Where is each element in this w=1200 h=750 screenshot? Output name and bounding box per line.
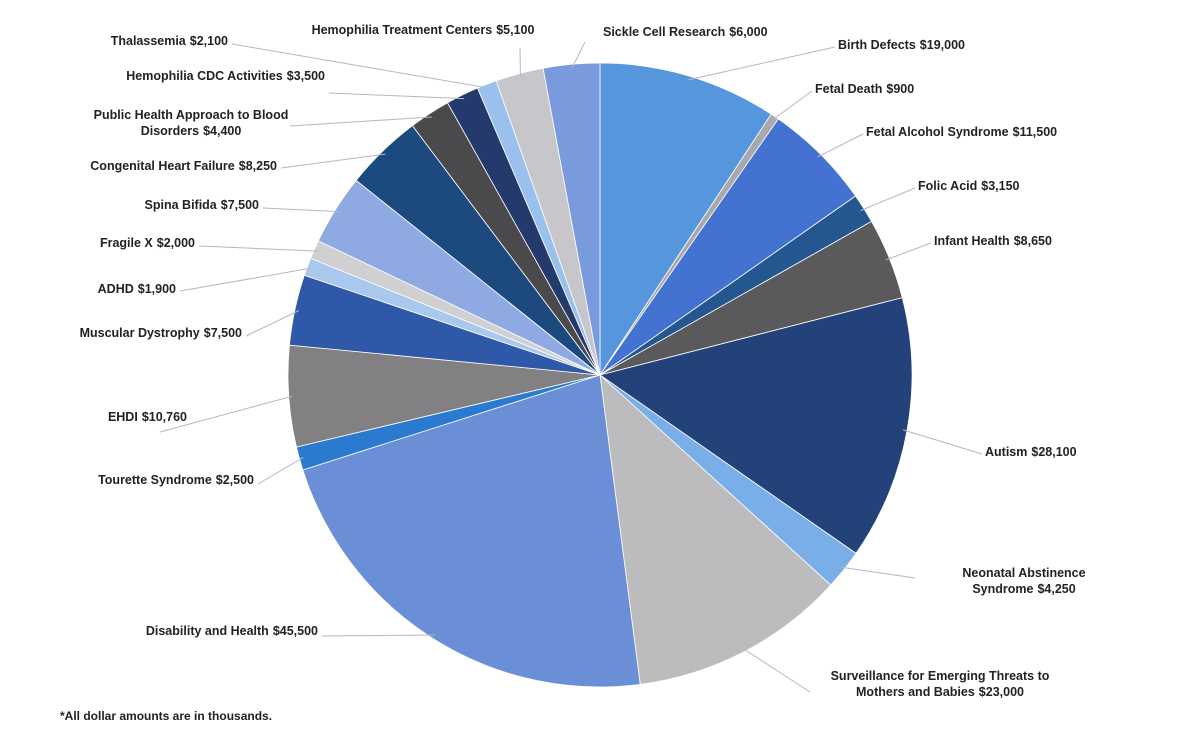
slice-label: Thalassemia $2,100 [111,33,228,49]
label-name: Surveillance for Emerging Threats to Mot… [830,669,1050,699]
slice-label: Muscular Dystrophy $7,500 [80,325,242,341]
leader-line [328,92,465,100]
leader-line [289,116,432,127]
label-name: Birth Defects [838,38,916,52]
label-name: Tourette Syndrome [98,473,212,487]
leader-line [742,647,811,693]
leader-line [159,395,293,433]
leader-line [198,245,319,252]
label-name: Fetal Death [815,82,883,96]
slice-label: Tourette Syndrome $2,500 [98,472,254,488]
label-value: $23,000 [978,685,1024,699]
label-name: Thalassemia [110,34,186,48]
leader-line [885,242,932,261]
leader-line [280,153,386,169]
label-value: $8,650 [1013,234,1052,248]
footnote: *All dollar amounts are in thousands. [60,709,273,723]
label-value: $19,000 [919,38,965,52]
label-value: $7,500 [220,198,259,212]
slice-label: Fetal Death $900 [815,81,914,97]
leader-line [817,133,864,158]
leader-line [571,41,586,69]
pie-slice [599,373,832,685]
slice-label: ADHD $1,900 [98,281,176,297]
slice-label: Folic Acid $3,150 [918,178,1020,194]
label-name: Hemophilia CDC Activities [126,69,283,83]
leader-line [840,566,916,579]
pie-slice [599,62,772,377]
label-value: $900 [886,82,915,96]
leader-line [245,310,300,337]
label-value: $4,400 [203,124,242,138]
slice-label: Hemophilia Treatment Centers $5,100 [293,22,553,38]
slice-label: Public Health Approach to Blood Disorder… [81,107,301,139]
pie-slice [302,374,641,688]
label-name: Fetal Alcohol Syndrome [866,125,1009,139]
label-name: Infant Health [934,234,1010,248]
label-name: Autism [985,445,1028,459]
label-name: Folic Acid [918,179,978,193]
slice-label: Disability and Health $45,500 [146,623,318,639]
slice-label: EHDI $10,760 [108,409,187,425]
slice-label: Infant Health $8,650 [934,233,1052,249]
label-value: $8,250 [238,159,277,173]
label-value: $28,100 [1031,445,1077,459]
label-name: EHDI [107,410,138,424]
leader-line [231,43,489,89]
slice-label: Spina Bifida $7,500 [145,197,259,213]
slice-label: Neonatal Abstinence Syndrome $4,250 [919,565,1129,597]
slice-label: Surveillance for Emerging Threats to Mot… [815,668,1065,700]
label-value: $45,500 [272,624,318,638]
label-value: $2,000 [156,236,195,250]
slice-label: Birth Defects $19,000 [838,37,965,53]
label-name: Fragile X [99,236,153,250]
label-value: $3,150 [981,179,1020,193]
label-value: $2,500 [215,473,254,487]
label-value: $6,000 [729,25,768,39]
slice-label: Autism $28,100 [985,444,1077,460]
label-name: ADHD [97,282,134,296]
label-name: Neonatal Abstinence Syndrome [962,566,1086,596]
pie-slice [542,62,601,376]
label-value: $3,500 [286,69,325,83]
label-value: $4,250 [1037,582,1076,596]
label-value: $2,100 [189,34,228,48]
leader-line [688,46,836,81]
slice-label: Fetal Alcohol Syndrome $11,500 [866,124,1057,140]
label-name: Hemophilia Treatment Centers [311,23,493,37]
leader-line [860,187,916,212]
label-value: $10,760 [141,410,187,424]
leader-line [262,207,339,213]
leader-line [179,267,312,292]
slice-label: Sickle Cell Research $6,000 [603,24,768,40]
label-value: $1,900 [137,282,176,296]
label-name: Spina Bifida [144,198,217,212]
label-name: Muscular Dystrophy [79,326,200,340]
slice-label: Fragile X $2,000 [100,235,195,251]
label-value: $5,100 [496,23,535,37]
leader-line [321,634,435,637]
leader-line [257,457,304,485]
label-name: Sickle Cell Research [603,25,726,39]
label-name: Disability and Health [145,624,269,638]
leader-line [772,90,813,121]
slice-label: Hemophilia CDC Activities $3,500 [126,68,325,84]
label-name: Public Health Approach to Blood Disorder… [93,108,289,138]
label-name: Congenital Heart Failure [90,159,235,173]
label-value: $11,500 [1012,125,1058,139]
slice-label: Congenital Heart Failure $8,250 [90,158,277,174]
leader-line [902,429,983,455]
label-value: $7,500 [203,326,242,340]
